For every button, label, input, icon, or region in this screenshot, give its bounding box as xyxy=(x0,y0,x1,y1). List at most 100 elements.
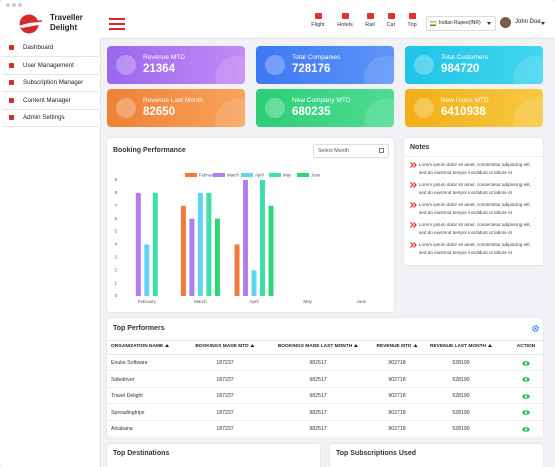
user-name[interactable]: John Doe xyxy=(515,19,541,25)
row-divider xyxy=(107,386,543,388)
bar xyxy=(144,244,150,296)
view-icon[interactable] xyxy=(522,360,530,366)
row-divider xyxy=(107,436,543,437)
sidebar-label: Dashboard xyxy=(23,44,54,51)
table-cell: 187237 xyxy=(216,409,234,416)
column-header[interactable]: REVENUE LAST MONTH xyxy=(430,344,492,349)
stat-card[interactable]: Revenue Last Month 82650 xyxy=(107,89,245,127)
stat-card[interactable]: Total Customers 984720 xyxy=(405,46,543,84)
brand-line: Traveller xyxy=(50,13,83,22)
table-cell: 187237 xyxy=(216,393,234,399)
notes-panel: Notes xyxy=(404,138,543,265)
column-header[interactable]: BOOKINGS MADE MTD xyxy=(195,344,255,349)
card-label: New Users MTD xyxy=(441,97,489,104)
card-bubble xyxy=(513,56,543,84)
y-tick-label: 0 xyxy=(114,293,117,298)
note-text: Lorem ipsum dolor sit amet, consectetur … xyxy=(419,182,531,195)
stat-card[interactable]: New Users MTD 6410938 xyxy=(405,89,543,127)
sidebar-item[interactable]: Dashboard xyxy=(2,39,99,57)
x-tick-label: May xyxy=(303,299,312,304)
column-header[interactable]: REVENUE MTD xyxy=(377,344,418,349)
sort-icon xyxy=(413,344,418,348)
y-tick-label: 5 xyxy=(114,229,117,234)
nav-item[interactable]: Rail xyxy=(359,13,381,28)
card-bubble xyxy=(215,56,245,84)
legend-swatch xyxy=(213,173,225,177)
window-dot xyxy=(12,3,16,7)
view-icon[interactable] xyxy=(522,410,530,415)
user-avatar[interactable] xyxy=(500,17,511,28)
month-select[interactable]: Select Month xyxy=(313,144,389,158)
sidebar-item[interactable]: Subscription Manager xyxy=(2,74,99,92)
destinations-panel: Top Destinations xyxy=(107,444,320,467)
table-cell: 528190 xyxy=(452,376,470,383)
y-tick-label: 4 xyxy=(114,242,117,247)
legend-label: April xyxy=(255,173,264,178)
y-tick-label: 9 xyxy=(114,177,117,182)
y-tick-label: 8 xyxy=(114,190,117,195)
flag-icon xyxy=(430,21,436,26)
table-cell: 528190 xyxy=(452,393,470,399)
view-icon[interactable] xyxy=(522,426,530,432)
nav-item[interactable]: Flight xyxy=(307,13,329,28)
brand-line: Delight xyxy=(50,23,78,32)
stat-card[interactable]: Revenue MTD 21364 xyxy=(107,46,245,84)
bar xyxy=(152,192,158,296)
card-icon xyxy=(265,55,285,75)
bar xyxy=(268,205,274,296)
nav-item[interactable]: Car xyxy=(380,13,402,28)
nav-item[interactable]: Trip xyxy=(401,13,423,28)
view-icon[interactable] xyxy=(522,377,530,382)
table-cell: Alcabana xyxy=(111,426,133,432)
card-bubble xyxy=(513,99,543,127)
legend-label: June xyxy=(311,173,321,178)
column-header[interactable]: ORGANIZATION NAME xyxy=(111,344,170,349)
table-cell: 187237 xyxy=(216,376,234,383)
note-text: Lorem ipsum dolor sit amet, consectetur … xyxy=(419,162,531,175)
top-performers-panel: Top Performers xyxy=(107,318,543,438)
x-tick-label: June xyxy=(356,299,366,304)
note-text: Lorem ipsum dolor sit amet, consectetur … xyxy=(419,202,531,215)
note-bullet xyxy=(410,202,417,208)
menu-toggle[interactable] xyxy=(109,18,126,30)
table-cell: 982517 xyxy=(309,426,327,432)
card-label: Revenue MTD xyxy=(143,54,185,61)
nav-label: Rail xyxy=(365,22,375,28)
card-label: Total Customers xyxy=(441,54,488,61)
note-text: Lorem ipsum dolor sit amet, consectetur … xyxy=(419,222,531,235)
row-divider xyxy=(107,419,543,421)
column-header[interactable]: BOOKINGS MADE LAST MONTH xyxy=(277,344,359,349)
legend-label: March xyxy=(227,173,240,178)
bar xyxy=(206,192,212,296)
x-tick-label: April xyxy=(249,299,258,304)
table-cell: Travel Delight xyxy=(111,393,143,399)
bar xyxy=(189,218,195,296)
nav-label: Trip xyxy=(407,22,417,28)
card-value: 6410938 xyxy=(441,106,486,118)
caret xyxy=(487,22,491,25)
table-cell: 902718 xyxy=(388,409,406,416)
column-label: REVENUE LAST MONTH xyxy=(430,344,486,349)
nav-item[interactable]: Hotels xyxy=(334,13,356,28)
view-icon[interactable] xyxy=(522,393,530,399)
table-cell: Enuke Software xyxy=(111,360,148,366)
panel-title: Top Subscriptions Used xyxy=(336,450,416,457)
note-bullet xyxy=(410,162,417,168)
sidebar-item[interactable]: User Management xyxy=(2,57,99,75)
sidebar-item[interactable]: Admin Settings xyxy=(2,109,99,127)
legend-swatch xyxy=(297,173,309,177)
card-label: Revenue Last Month xyxy=(143,97,203,104)
panel-title: Top Destinations xyxy=(113,450,170,457)
sidebar-item[interactable]: Content Manager xyxy=(2,92,99,110)
table-cell: 528190 xyxy=(452,426,470,432)
settings-icon[interactable] xyxy=(532,325,539,332)
note-bullet xyxy=(410,182,417,188)
currency-select[interactable]: Indian Rupee(INR) xyxy=(426,16,496,31)
stat-card[interactable]: Total Companies 728176 xyxy=(256,46,394,84)
table-header-row xyxy=(107,340,543,355)
stat-card[interactable]: New Company MTD 680235 xyxy=(256,89,394,127)
card-label: Total Companies xyxy=(292,54,341,61)
y-tick-label: 1 xyxy=(114,280,117,285)
column-label: BOOKINGS MADE LAST MONTH xyxy=(277,344,353,349)
